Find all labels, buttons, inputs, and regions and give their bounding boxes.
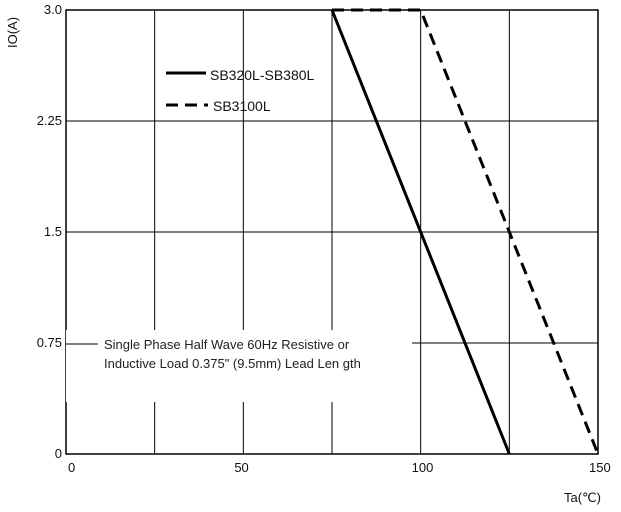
note-line-1: Single Phase Half Wave 60Hz Resistive or xyxy=(104,337,350,352)
series-line-sb320l-sb380l xyxy=(330,9,511,455)
legend-label-sb3100l: SB3100L xyxy=(213,98,271,114)
x-tick-label: 50 xyxy=(234,460,248,475)
x-axis-label: Ta(℃) xyxy=(564,490,601,505)
x-tick-label: 100 xyxy=(412,460,434,475)
note-line-2: Inductive Load 0.375" (9.5mm) Lead Len g… xyxy=(104,356,361,371)
tick-labels: 0 50 100 150 0 0.75 1.5 2.25 3.0 xyxy=(37,2,611,475)
legend: SB320L-SB380L SB3100L xyxy=(166,67,315,114)
x-tick-label: 0 xyxy=(68,460,75,475)
legend-label-sb320l-sb380l: SB320L-SB380L xyxy=(210,67,315,83)
note: Single Phase Half Wave 60Hz Resistive or… xyxy=(66,330,412,402)
y-axis-label: IO(A) xyxy=(5,17,20,48)
y-tick-label: 0.75 xyxy=(37,335,62,350)
series-line-sb3100l xyxy=(332,8,600,455)
y-tick-label: 2.25 xyxy=(37,113,62,128)
y-tick-label: 0 xyxy=(55,446,62,461)
y-tick-label: 3.0 xyxy=(44,2,62,17)
y-tick-label: 1.5 xyxy=(44,224,62,239)
note-background xyxy=(66,330,412,402)
series-lines xyxy=(330,8,600,455)
x-tick-label: 150 xyxy=(589,460,611,475)
